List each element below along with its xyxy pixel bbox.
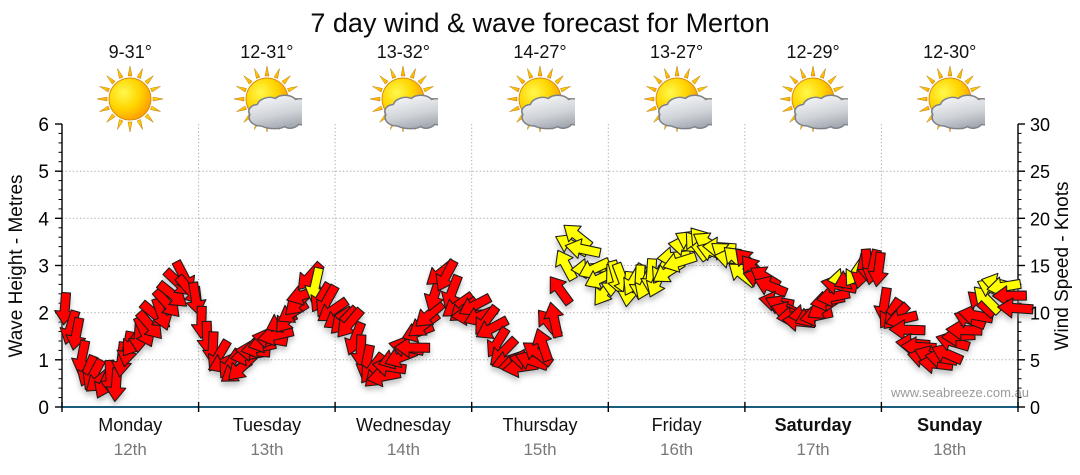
- svg-text:5: 5: [38, 162, 49, 183]
- svg-text:6: 6: [38, 115, 49, 136]
- svg-text:Wave Height - Metres: Wave Height - Metres: [6, 174, 27, 357]
- svg-text:4: 4: [38, 209, 49, 230]
- svg-text:1: 1: [38, 351, 49, 372]
- svg-text:0: 0: [38, 398, 49, 419]
- svg-text:2: 2: [38, 304, 49, 325]
- svg-text:Wind Speed - Knots: Wind Speed - Knots: [1052, 182, 1073, 351]
- svg-text:3: 3: [38, 257, 49, 278]
- svg-text:10: 10: [1030, 304, 1050, 324]
- svg-text:25: 25: [1030, 162, 1050, 182]
- svg-text:20: 20: [1030, 209, 1050, 229]
- svg-text:5: 5: [1030, 351, 1040, 371]
- svg-text:15: 15: [1030, 257, 1050, 277]
- svg-text:30: 30: [1030, 115, 1050, 135]
- svg-text:0: 0: [1030, 398, 1040, 418]
